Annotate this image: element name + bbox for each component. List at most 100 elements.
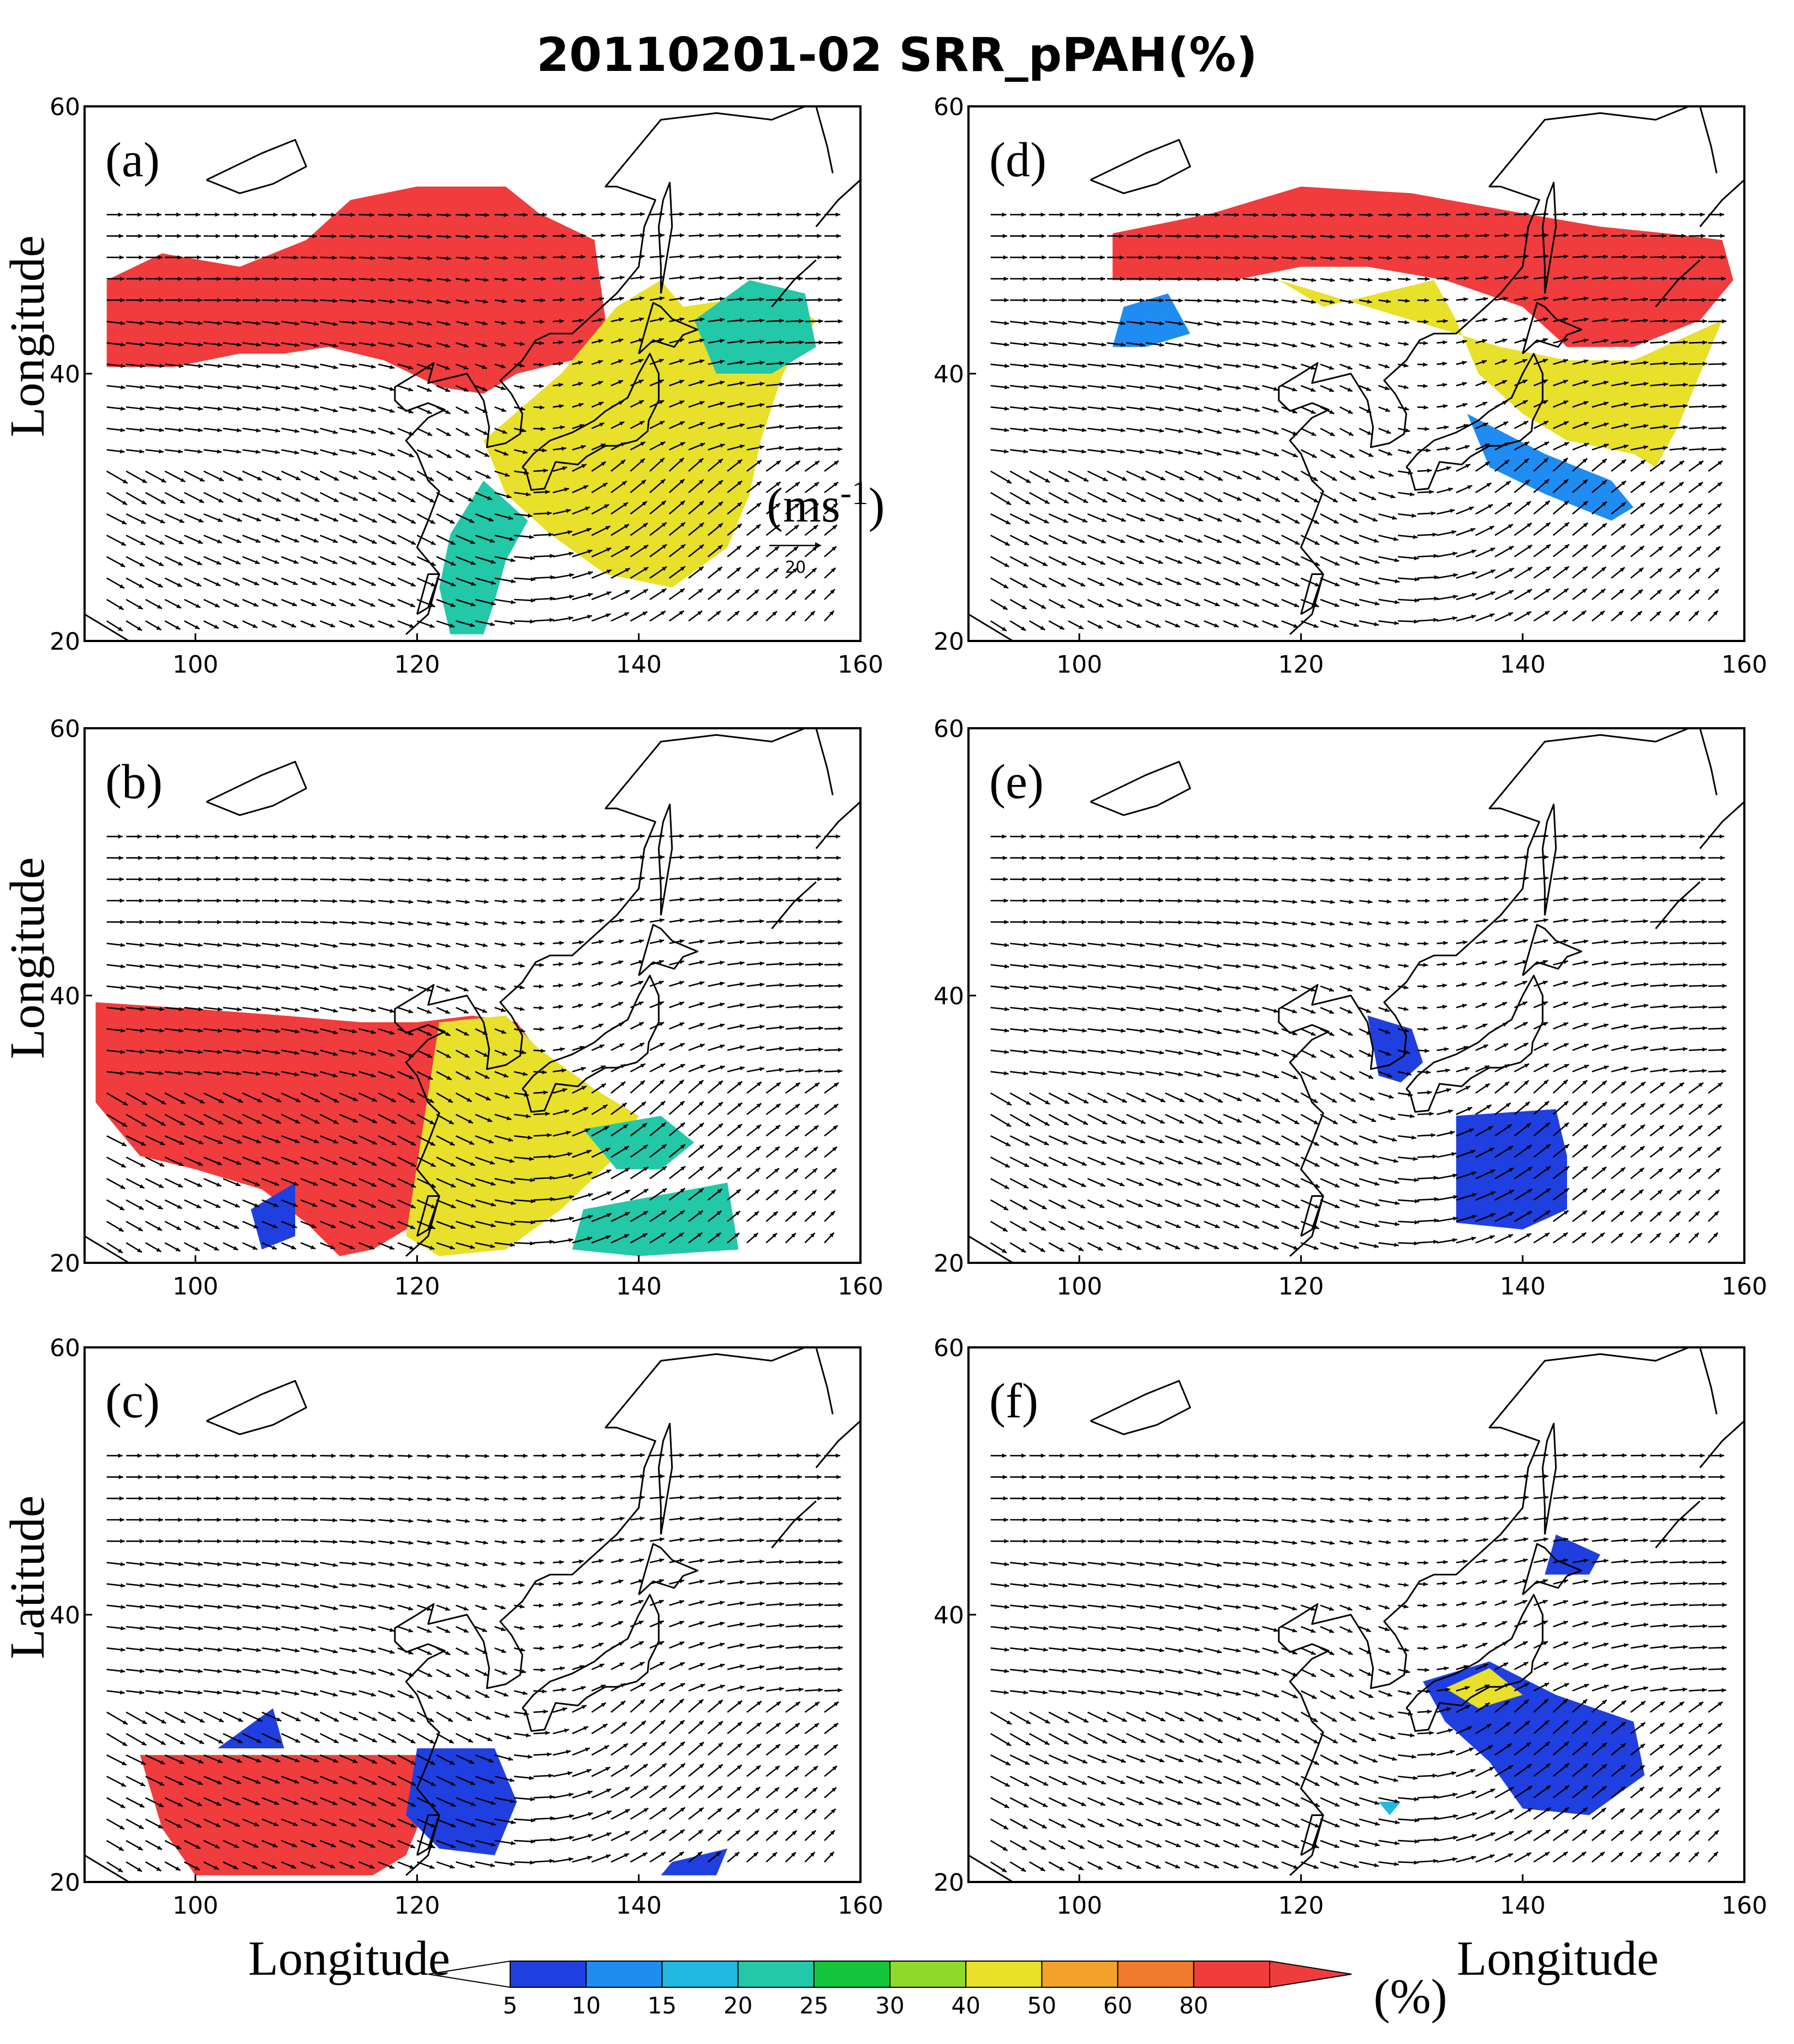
wind-arrow-head (585, 1747, 590, 1752)
wind-arrow-head (219, 477, 224, 481)
wind-arrow-head (159, 540, 165, 544)
wind-arrow-head (294, 255, 298, 260)
wind-arrow-head (427, 900, 432, 904)
wind-arrow-head (560, 1517, 565, 1522)
wind-arrow-head (446, 921, 451, 926)
wind-arrow-head (779, 1581, 784, 1585)
wind-arrow-head (799, 297, 804, 302)
wind-arrow-head (352, 429, 357, 434)
wind-arrow-head (795, 460, 800, 465)
wind-arrow-head (158, 255, 163, 260)
wind-arrow-head (511, 1201, 516, 1206)
wind-arrow-head (255, 277, 260, 281)
wind-arrow-head (659, 1662, 665, 1667)
wind-arrow-head (237, 342, 242, 347)
wind-arrow-head (1696, 546, 1701, 552)
wind-arrow-head (679, 1720, 685, 1725)
wind-arrow-head (254, 581, 259, 585)
wind-arrow-head (314, 1008, 319, 1012)
wind-arrow-head (620, 275, 625, 280)
wind-arrow-head (578, 940, 584, 945)
wind-arrow-head (372, 1717, 377, 1721)
wind-arrow-head (217, 1583, 223, 1588)
wind-arrow-head (680, 1123, 685, 1128)
wind-arrow-head (739, 1643, 745, 1647)
wind-arrow-head (720, 422, 725, 427)
wind-arrow-head (470, 623, 475, 627)
wind-arrow-head (427, 943, 432, 948)
wind-arrow-head (699, 960, 704, 965)
wind-arrow-head (521, 1669, 527, 1674)
wind-arrow-head (579, 424, 584, 428)
wind-arrow-head (350, 1245, 355, 1249)
wind-arrow-head (409, 624, 415, 628)
wind-arrow-head (234, 1225, 239, 1229)
wind-arrow-head (799, 425, 804, 430)
wind-arrow-head (1314, 582, 1320, 586)
wind-arrow-head (737, 1124, 742, 1129)
wind-arrow-head (833, 1125, 838, 1130)
wind-arrow-head (235, 1203, 240, 1208)
y-tick-label: 60 (50, 715, 80, 743)
wind-arrow-head (410, 519, 416, 524)
wind-arrow-head (587, 549, 593, 554)
wind-arrow-head (811, 568, 817, 573)
wind-arrow-head (522, 899, 527, 903)
wind-arrow-head (501, 943, 506, 947)
wind-arrow-head (198, 342, 203, 347)
wind-arrow-head (118, 233, 123, 238)
wind-arrow-head (778, 855, 783, 860)
wind-arrow-head (699, 1621, 704, 1626)
wind-arrow-head (486, 1096, 491, 1100)
wind-arrow-head (1546, 544, 1551, 549)
wind-arrow-head (568, 616, 573, 621)
wind-arrow-head (176, 1845, 182, 1849)
wind-arrow-head (445, 1628, 450, 1633)
wind-arrow-head (620, 1064, 626, 1069)
wind-arrow-head (838, 1624, 843, 1629)
wind-arrow-head (408, 1053, 414, 1057)
wind-arrow-head (489, 1160, 495, 1165)
wind-arrow-head (799, 1560, 804, 1565)
wind-arrow-head (370, 986, 376, 991)
wind-arrow-head (738, 1453, 743, 1458)
wind-arrow-head (699, 359, 704, 364)
wind-arrow-head (619, 422, 625, 426)
wind-arrow-head (121, 1782, 126, 1787)
wind-arrow-head (500, 986, 506, 991)
wind-arrow-head (753, 1233, 758, 1238)
wind-arrow-head (390, 1030, 395, 1035)
wind-arrow-head (560, 898, 565, 903)
wind-arrow-head (659, 1022, 664, 1027)
wind-vectors-a (106, 212, 843, 632)
wind-arrow-head (256, 321, 261, 326)
wind-arrow-head (445, 1032, 451, 1036)
wind-arrow-head (350, 1843, 356, 1848)
wind-arrow-head (463, 343, 469, 348)
wind-arrow-head (272, 602, 278, 607)
wind-arrow-head (198, 1562, 203, 1567)
wind-arrow-head (739, 1559, 745, 1563)
wind-arrow-head (178, 1802, 183, 1807)
wind-arrow-head (372, 1781, 377, 1785)
wind-arrow-head (486, 1715, 491, 1719)
wind-arrow-head (198, 518, 204, 523)
wind-arrow-head (295, 1739, 300, 1743)
wind-arrow-head (159, 1562, 164, 1567)
x-tick-label: 120 (394, 651, 440, 679)
wind-arrow-head (178, 298, 183, 303)
wind-arrow-head (427, 387, 432, 392)
wind-arrow-head (427, 234, 432, 239)
wind-arrow-head (487, 1118, 492, 1122)
wind-arrow-head (540, 319, 545, 324)
wind-arrow-head (178, 1518, 183, 1522)
wind-arrow-head (569, 1195, 574, 1200)
wind-arrow-head (275, 1669, 280, 1674)
wind-arrow-head (332, 1801, 337, 1805)
wind-arrow-head (158, 1518, 163, 1522)
wind-arrow-head (720, 1538, 725, 1542)
wind-arrow-head (294, 1072, 300, 1077)
wind-arrow-head (370, 964, 376, 969)
wind-arrow-head (276, 1626, 280, 1631)
